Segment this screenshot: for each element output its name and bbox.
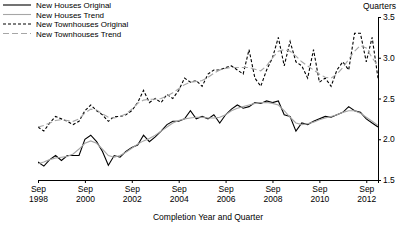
legend-swatch <box>3 33 31 34</box>
x-tick-mark <box>226 180 227 183</box>
y-tick: 1.5 <box>378 175 395 185</box>
y-tick-mark <box>378 139 381 140</box>
x-tick-label-part: Sep <box>219 184 234 194</box>
x-tick-mark <box>319 180 320 183</box>
x-tick-label: Sep2012 <box>357 184 376 204</box>
x-tick: Sep2008 <box>264 180 283 204</box>
y-tick-label: 2.5 <box>383 94 395 104</box>
x-tick-label-part: Sep <box>312 184 327 194</box>
series-line <box>38 103 378 164</box>
x-tick-label-part: Sep <box>265 184 280 194</box>
x-tick-label-part: Sep <box>172 184 187 194</box>
x-tick-mark <box>132 180 133 183</box>
y-tick-label: 3.0 <box>383 53 395 63</box>
x-tick-label-part: 2006 <box>217 194 236 204</box>
legend-label: New Townhouses Original <box>36 20 129 29</box>
y-tick: 2.5 <box>378 94 395 104</box>
x-tick-label-part: Sep <box>125 184 140 194</box>
y-tick: 3.0 <box>378 53 395 63</box>
x-tick-label-part: 2010 <box>310 194 329 204</box>
x-tick-mark <box>85 180 86 183</box>
x-tick-label-part: Sep <box>31 184 46 194</box>
y-axis-title: Quarters <box>363 1 396 11</box>
legend-swatch <box>3 4 31 5</box>
lines <box>38 33 378 166</box>
x-tick-label: Sep1998 <box>29 184 48 204</box>
x-tick: Sep2004 <box>170 180 189 204</box>
x-tick-label-part: 1998 <box>29 194 48 204</box>
x-axis: Sep1998Sep2000Sep2002Sep2004Sep2006Sep20… <box>29 180 378 204</box>
series-line <box>38 33 378 131</box>
x-tick-mark <box>38 180 39 183</box>
y-tick-label: 1.5 <box>383 175 395 185</box>
series-line <box>38 46 378 128</box>
x-axis-title: Completion Year and Quarter <box>153 212 263 222</box>
x-tick: Sep2010 <box>310 180 329 204</box>
x-tick: Sep2000 <box>76 180 95 204</box>
x-tick-label: Sep2002 <box>123 184 142 204</box>
chart: Sep1998Sep2000Sep2002Sep2004Sep2006Sep20… <box>0 0 397 227</box>
legend-label: New Townhouses Trend <box>36 30 121 39</box>
x-tick-label-part: 2012 <box>357 194 376 204</box>
legend-swatch <box>3 14 31 15</box>
x-tick-mark <box>272 180 273 183</box>
y-tick-mark <box>378 180 381 181</box>
x-tick-label: Sep2004 <box>170 184 189 204</box>
y-tick: 3.5 <box>378 12 395 22</box>
x-tick-label-part: 2002 <box>123 194 142 204</box>
x-tick: Sep1998 <box>29 180 48 204</box>
y-tick-mark <box>378 99 381 100</box>
y-axis: 1.5 2.0 2.5 3.0 3.5 <box>378 12 395 185</box>
x-tick-label: Sep2000 <box>76 184 95 204</box>
x-tick-label-part: 2000 <box>76 194 95 204</box>
legend: New Houses OriginalNew Houses TrendNew T… <box>3 1 129 39</box>
x-tick-label-part: Sep <box>359 184 374 194</box>
x-tick-label: Sep2006 <box>217 184 236 204</box>
x-axis-line <box>39 181 379 184</box>
x-tick: Sep2012 <box>357 180 376 204</box>
y-tick-mark <box>378 17 381 18</box>
legend-label: New Houses Original <box>36 1 111 10</box>
x-tick-mark <box>179 180 180 183</box>
x-tick: Sep2006 <box>217 180 236 204</box>
legend-label: New Houses Trend <box>36 11 104 20</box>
y-tick-mark <box>378 58 381 59</box>
x-tick-label-part: 2004 <box>170 194 189 204</box>
y-tick-label: 3.5 <box>383 12 395 22</box>
y-axis-line <box>379 18 382 181</box>
legend-swatch <box>3 23 31 24</box>
x-tick-label-part: 2008 <box>264 194 283 204</box>
x-tick-label: Sep2010 <box>310 184 329 204</box>
y-tick: 2.0 <box>378 134 395 144</box>
y-tick-label: 2.0 <box>383 134 395 144</box>
x-tick-label: Sep2008 <box>264 184 283 204</box>
x-tick: Sep2002 <box>123 180 142 204</box>
x-tick-mark <box>366 180 367 183</box>
x-tick-label-part: Sep <box>78 184 93 194</box>
